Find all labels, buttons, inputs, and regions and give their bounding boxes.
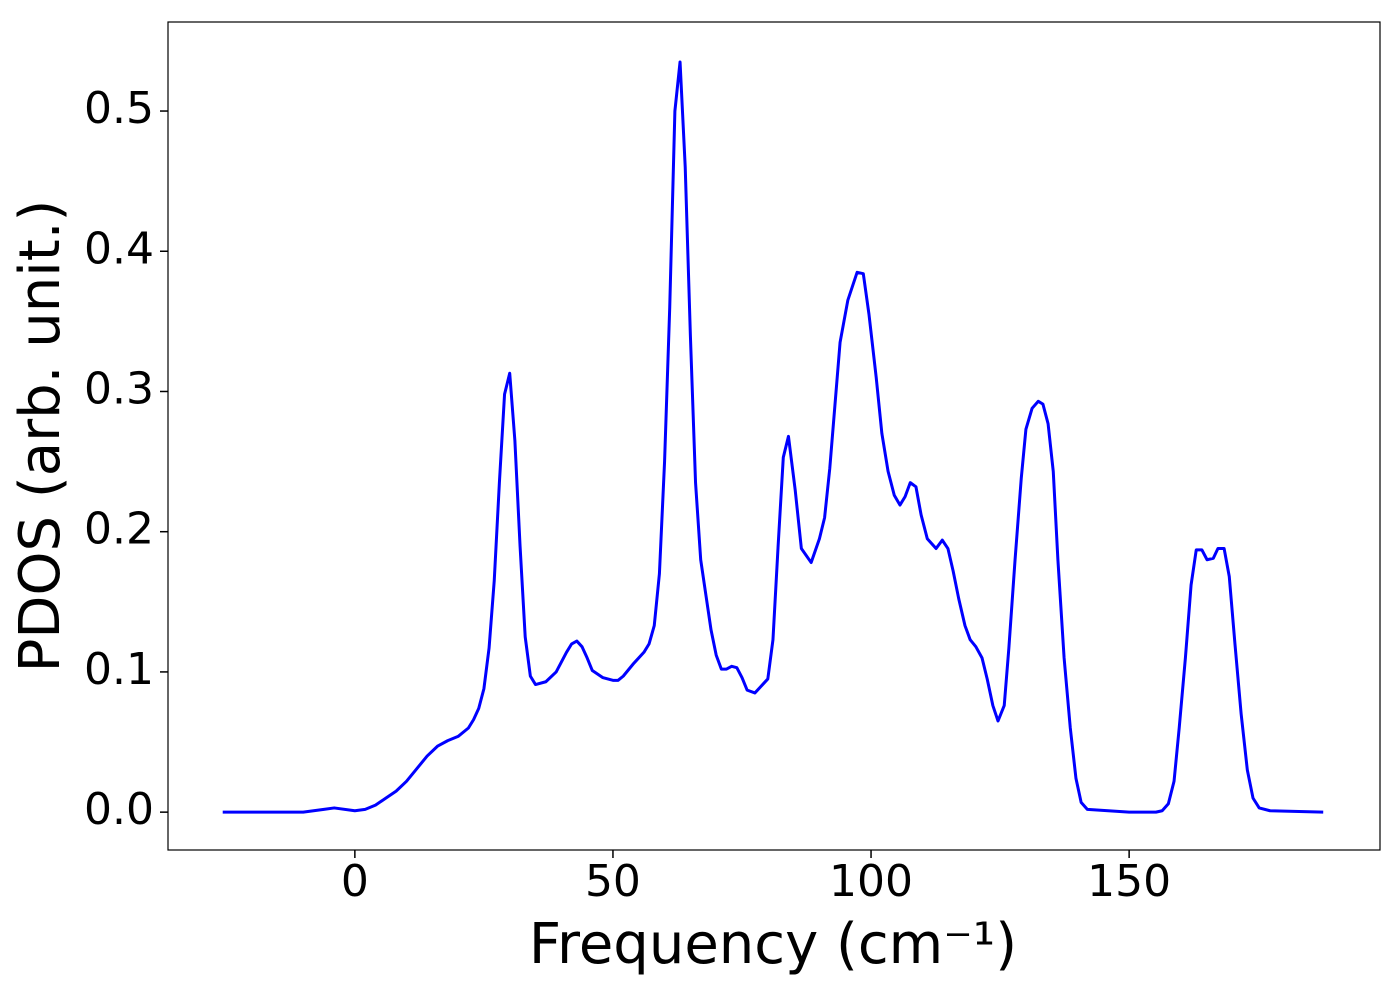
x-tick-label: 0 (341, 856, 369, 907)
x-tick-label: 150 (1087, 856, 1171, 907)
x-tick-label: 100 (829, 856, 913, 907)
y-tick-label: 0.5 (84, 83, 154, 134)
y-tick-label: 0.4 (84, 223, 154, 274)
x-axis-label: Frequency (cm⁻¹) (529, 912, 1017, 977)
y-tick-label: 0.2 (84, 504, 154, 555)
plot-frame (167, 21, 1381, 851)
y-tick-label: 0.0 (84, 784, 154, 835)
y-axis-label: PDOS (arb. unit.) (8, 200, 73, 673)
y-tick-label: 0.3 (84, 363, 154, 414)
x-tick-label: 50 (585, 856, 641, 907)
y-tick-label: 0.1 (84, 644, 154, 695)
data-line (222, 60, 1324, 814)
